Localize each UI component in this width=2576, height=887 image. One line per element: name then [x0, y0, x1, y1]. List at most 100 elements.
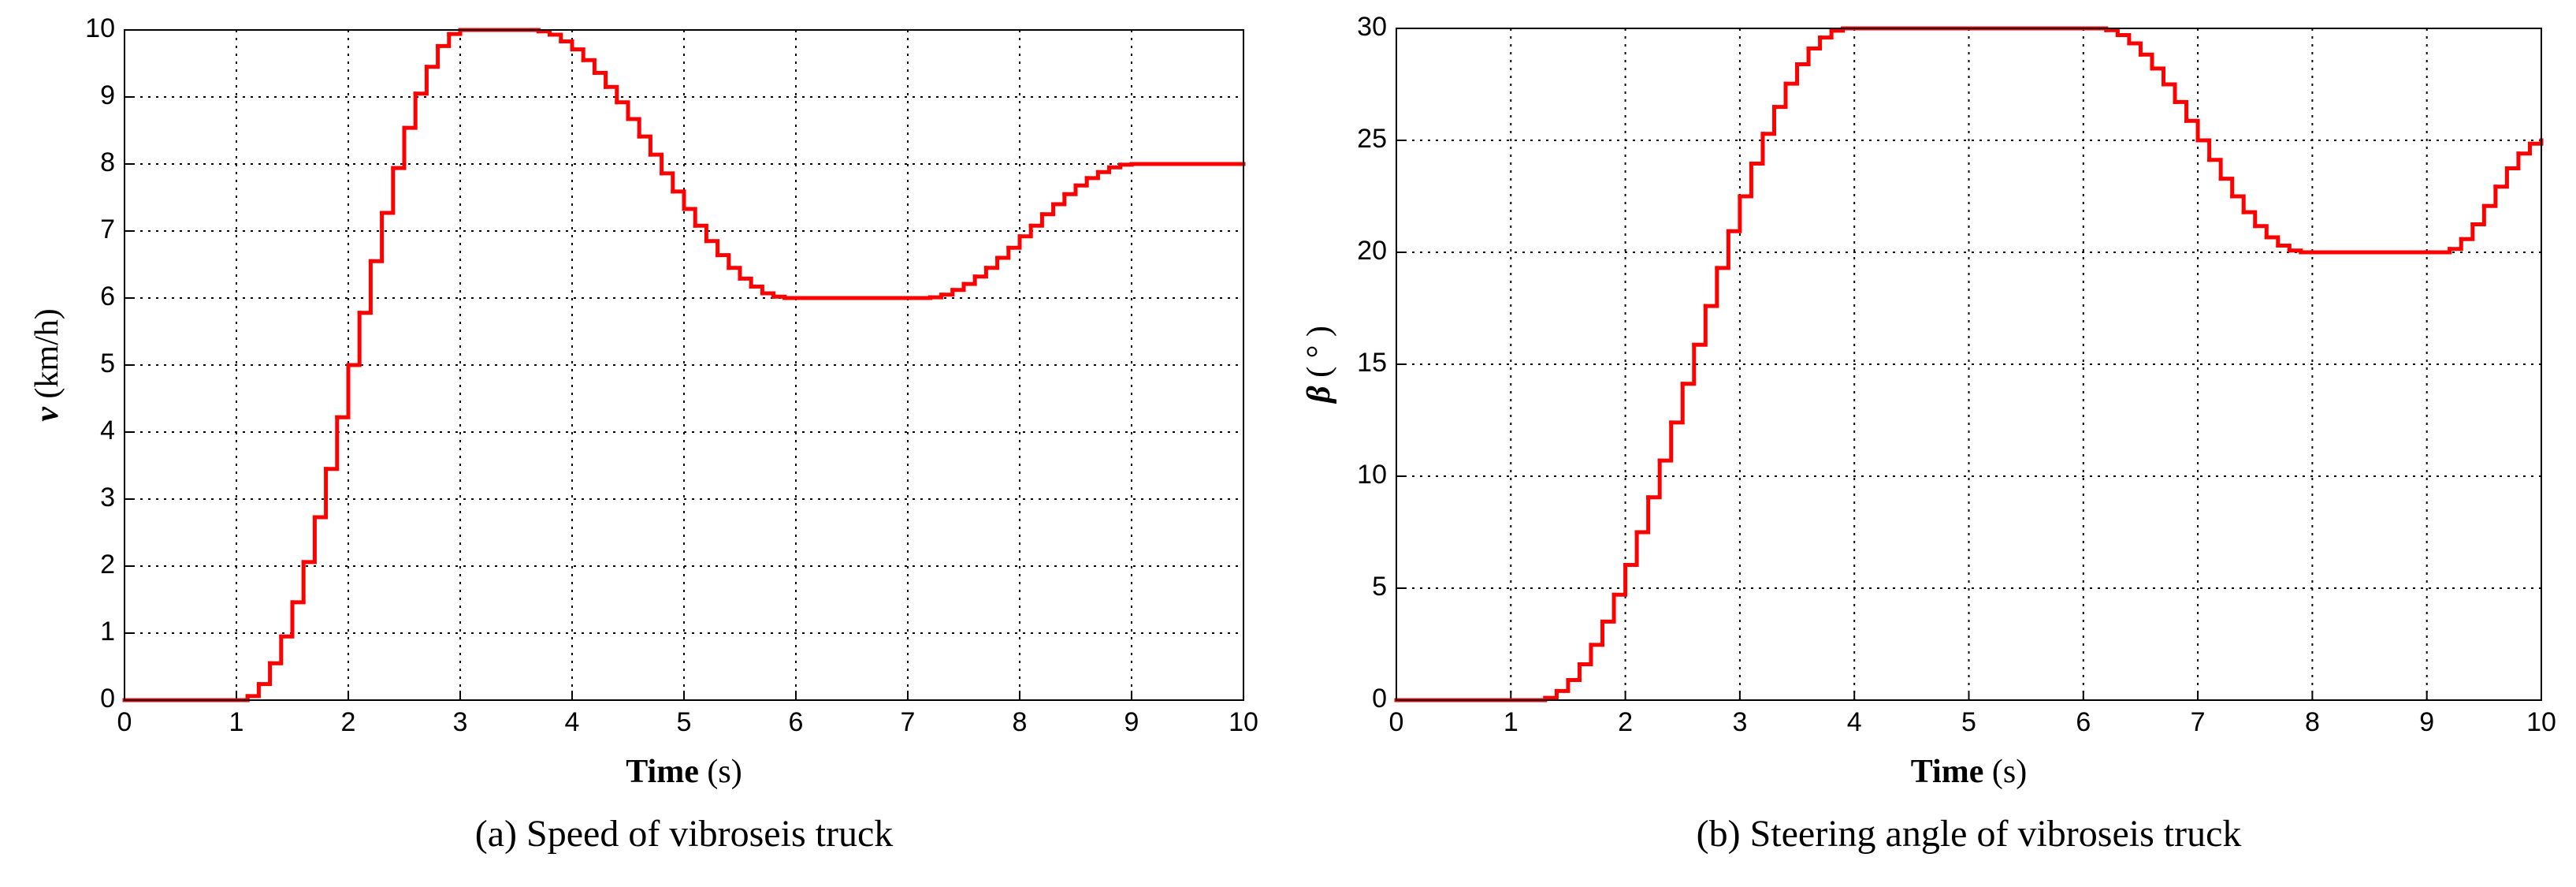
- line-step: [2138, 52, 2154, 71]
- line-step: [2230, 194, 2246, 214]
- y-tick-label: 10: [1357, 460, 1387, 490]
- y-axis-label: β ( ° ): [1301, 326, 1337, 404]
- y-tick-label: 3: [100, 483, 115, 512]
- y-axis-unit: (km/h): [29, 308, 65, 398]
- y-tick-label: 6: [100, 281, 115, 311]
- line-step: [1692, 304, 1708, 347]
- line-step: [1073, 176, 1089, 188]
- line-step: [961, 274, 977, 286]
- line-step: [2470, 203, 2486, 226]
- line-step: [604, 84, 619, 105]
- line-step: [2150, 66, 2166, 87]
- line-step: [380, 166, 396, 215]
- y-tick-label: 0: [100, 684, 115, 714]
- line-step: [290, 560, 306, 605]
- x-tick-label: 0: [1389, 707, 1404, 737]
- x-tick-label: 2: [1618, 707, 1633, 737]
- line-step: [2207, 158, 2223, 181]
- line-step: [2162, 82, 2177, 104]
- line-step: [2264, 235, 2280, 248]
- x-axis-unit: (s): [1992, 754, 2027, 790]
- line-step: [2115, 33, 2132, 46]
- y-tick-label: 10: [85, 13, 115, 43]
- x-tick-label: 5: [677, 707, 692, 737]
- line-step: [2459, 222, 2475, 241]
- line-step: [245, 682, 261, 699]
- line-step: [1084, 170, 1100, 181]
- x-tick-label: 6: [789, 707, 804, 737]
- y-tick-label: 5: [100, 348, 115, 378]
- line-step: [1703, 266, 1719, 308]
- y-axis-symbol: v: [29, 406, 65, 422]
- line-step: [2241, 210, 2258, 229]
- line-step: [2481, 184, 2498, 208]
- line-step: [1051, 192, 1067, 207]
- line-step: [2516, 141, 2532, 156]
- x-axis-unit: (s): [707, 754, 742, 790]
- line-step: [346, 311, 362, 367]
- line-step: [704, 239, 720, 258]
- x-tick-label: 7: [2191, 707, 2206, 737]
- plot-frame: [1396, 28, 2542, 701]
- x-tick-label: 1: [229, 707, 244, 737]
- y-tick-label: 0: [1372, 684, 1387, 714]
- line-step: [648, 152, 664, 176]
- x-tick-label: 8: [2305, 707, 2320, 737]
- x-tick-label: 8: [1013, 707, 1028, 737]
- line-step: [637, 134, 652, 157]
- x-tick-label: 3: [453, 707, 468, 737]
- x-tick-label: 9: [2419, 707, 2434, 737]
- line-step: [1600, 592, 1616, 624]
- x-axis-symbol: Time: [626, 754, 699, 790]
- line-step: [1795, 47, 1811, 66]
- x-tick-label: 9: [1124, 707, 1139, 737]
- caption: (a) Speed of vibroseis truck: [475, 813, 894, 855]
- line-step: [1634, 495, 1651, 535]
- line-step: [436, 32, 452, 48]
- line-step: [1760, 105, 1776, 136]
- line-step: [950, 281, 966, 293]
- y-tick-label: 25: [1357, 124, 1387, 154]
- y-tick-label: 8: [100, 147, 115, 177]
- plot-area: [1396, 28, 2541, 700]
- line-step: [2195, 138, 2212, 162]
- line-step: [671, 189, 686, 211]
- line-step: [1589, 619, 1605, 647]
- line-step: [2127, 41, 2143, 57]
- y-tick-label: 30: [1357, 12, 1387, 42]
- line-step: [1783, 61, 1800, 86]
- line-step: [279, 600, 295, 639]
- line-step: [1623, 530, 1639, 567]
- line-step: [1566, 662, 1582, 682]
- line-step: [548, 32, 563, 43]
- x-axis-label: Time (s): [626, 754, 742, 790]
- y-axis-label: v (km/h): [29, 308, 65, 421]
- line-step: [424, 43, 440, 69]
- line-step: [972, 266, 988, 279]
- line-step: [682, 207, 697, 228]
- line-step: [335, 363, 351, 419]
- y-tick-label: 20: [1357, 236, 1387, 266]
- line-step: [1611, 562, 1628, 597]
- line-step: [570, 47, 585, 62]
- line-step: [2448, 237, 2463, 252]
- line-step: [1028, 212, 1044, 228]
- line-step: [268, 634, 284, 665]
- line-step: [1577, 643, 1593, 667]
- line-step: [559, 39, 574, 52]
- line-step: [615, 100, 630, 121]
- line-step: [2218, 177, 2235, 199]
- line-step: [581, 58, 597, 75]
- x-tick-label: 4: [565, 707, 580, 737]
- y-axis-symbol: β: [1301, 386, 1337, 404]
- x-tick-label: 2: [341, 707, 356, 737]
- y-tick-label: 15: [1357, 348, 1387, 378]
- x-tick-label: 7: [901, 707, 916, 737]
- x-axis-symbol: Time: [1911, 754, 1984, 790]
- line-step: [391, 125, 407, 170]
- caption: (b) Steering angle of vibroseis truck: [1697, 813, 2242, 855]
- line-step: [995, 245, 1011, 260]
- x-tick-label: 5: [1961, 707, 1976, 737]
- line-step: [2493, 166, 2509, 189]
